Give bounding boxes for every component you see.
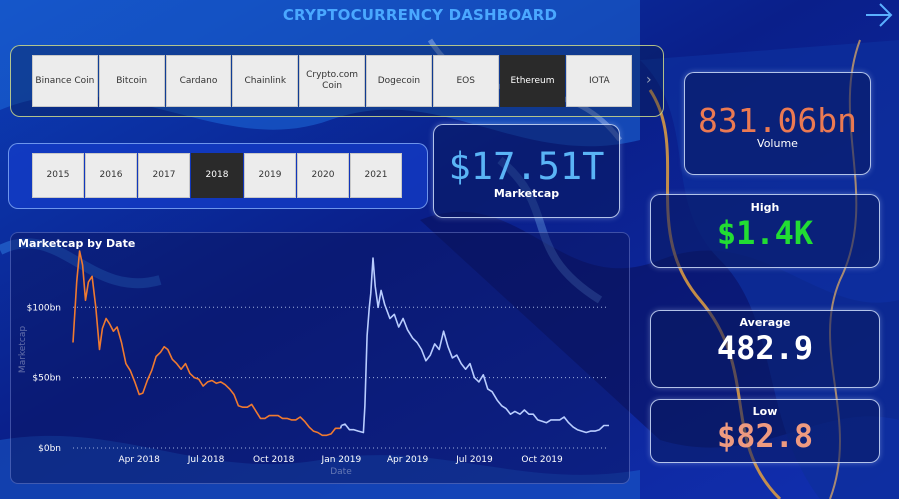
coin-button-crypto-com-coin[interactable]: Crypto.com Coin xyxy=(299,55,365,107)
x-tick-label: Oct 2018 xyxy=(253,455,295,465)
high-label: High xyxy=(750,201,780,214)
marketcap-line-chart[interactable]: $0bn $50bn $100bn Apr 2018 Jul 2018 Oct 2018 J… xyxy=(11,233,629,483)
coin-button-chainlink[interactable]: Chainlink xyxy=(232,55,299,107)
low-card: Low $82.8 xyxy=(650,399,880,463)
year-button-2020[interactable]: 2020 xyxy=(297,153,349,198)
marketcap-label: Marketcap xyxy=(493,187,560,200)
low-value: $82.8 xyxy=(716,417,814,455)
coin-button-dogecoin[interactable]: Dogecoin xyxy=(366,55,432,107)
x-tick-label: Oct 2019 xyxy=(521,455,563,465)
series-line-1[interactable] xyxy=(341,257,609,434)
high-value: $1.4K xyxy=(716,214,814,252)
chevron-right-icon[interactable]: › xyxy=(646,72,652,88)
coin-button-bitcoin[interactable]: Bitcoin xyxy=(98,55,165,107)
year-button-2021[interactable]: 2021 xyxy=(350,153,402,198)
arrow-right-icon[interactable] xyxy=(864,2,894,28)
series-line-0[interactable] xyxy=(72,250,341,437)
x-tick-label: Jul 2019 xyxy=(455,455,493,465)
coin-button-cardano[interactable]: Cardano xyxy=(165,55,232,107)
average-label: Average xyxy=(739,316,791,329)
x-tick-label: Jan 2019 xyxy=(321,455,362,465)
high-card: High $1.4K xyxy=(650,194,880,268)
x-tick-label: Jul 2018 xyxy=(187,455,225,465)
coin-button-eos[interactable]: EOS xyxy=(432,55,499,107)
marketcap-card: $17.51T Marketcap xyxy=(433,124,620,218)
low-label: Low xyxy=(752,405,778,418)
volume-value: 831.06bn xyxy=(698,101,857,140)
y-tick-label: $100bn xyxy=(27,303,61,313)
volume-card: 831.06bn Volume xyxy=(684,72,871,175)
y-tick-label: $50bn xyxy=(32,374,61,384)
y-axis-title: Marketcap xyxy=(18,326,28,373)
year-button-2019[interactable]: 2019 xyxy=(244,153,296,198)
year-button-2016[interactable]: 2016 xyxy=(85,153,137,198)
marketcap-chart-panel: $0bn $50bn $100bn Apr 2018 Jul 2018 Oct 2018 J… xyxy=(10,232,630,484)
coin-button-ethereum[interactable]: Ethereum xyxy=(499,55,566,107)
coin-button-binance-coin[interactable]: Binance Coin xyxy=(32,55,98,107)
year-button-2018[interactable]: 2018 xyxy=(191,153,243,198)
coin-button-iota[interactable]: IOTA xyxy=(566,55,633,107)
y-tick-label: $0bn xyxy=(38,444,61,454)
x-tick-label: Apr 2019 xyxy=(387,455,429,465)
average-value: 482.9 xyxy=(716,329,814,367)
x-tick-label: Apr 2018 xyxy=(119,455,161,465)
x-axis-title: Date xyxy=(330,467,352,477)
series-connector xyxy=(339,425,343,429)
year-button-2017[interactable]: 2017 xyxy=(138,153,190,198)
dashboard-title: CRYPTOCURRENCY DASHBOARD xyxy=(282,6,558,24)
chart-title: Marketcap by Date xyxy=(18,237,136,250)
average-card: Average 482.9 xyxy=(650,310,880,388)
marketcap-value: $17.51T xyxy=(448,145,605,188)
year-button-2015[interactable]: 2015 xyxy=(32,153,84,198)
volume-label: Volume xyxy=(757,137,798,150)
